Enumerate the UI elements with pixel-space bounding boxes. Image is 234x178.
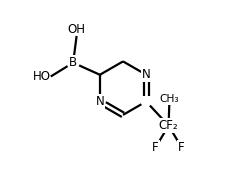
Text: B: B	[69, 56, 77, 69]
Text: CH₃: CH₃	[160, 94, 179, 104]
Text: HO: HO	[33, 70, 51, 83]
Text: N: N	[142, 68, 150, 81]
Text: F: F	[152, 141, 159, 154]
Text: OH: OH	[68, 23, 86, 36]
Text: CF₂: CF₂	[159, 119, 178, 132]
Text: N: N	[95, 95, 104, 108]
Text: F: F	[178, 141, 185, 154]
